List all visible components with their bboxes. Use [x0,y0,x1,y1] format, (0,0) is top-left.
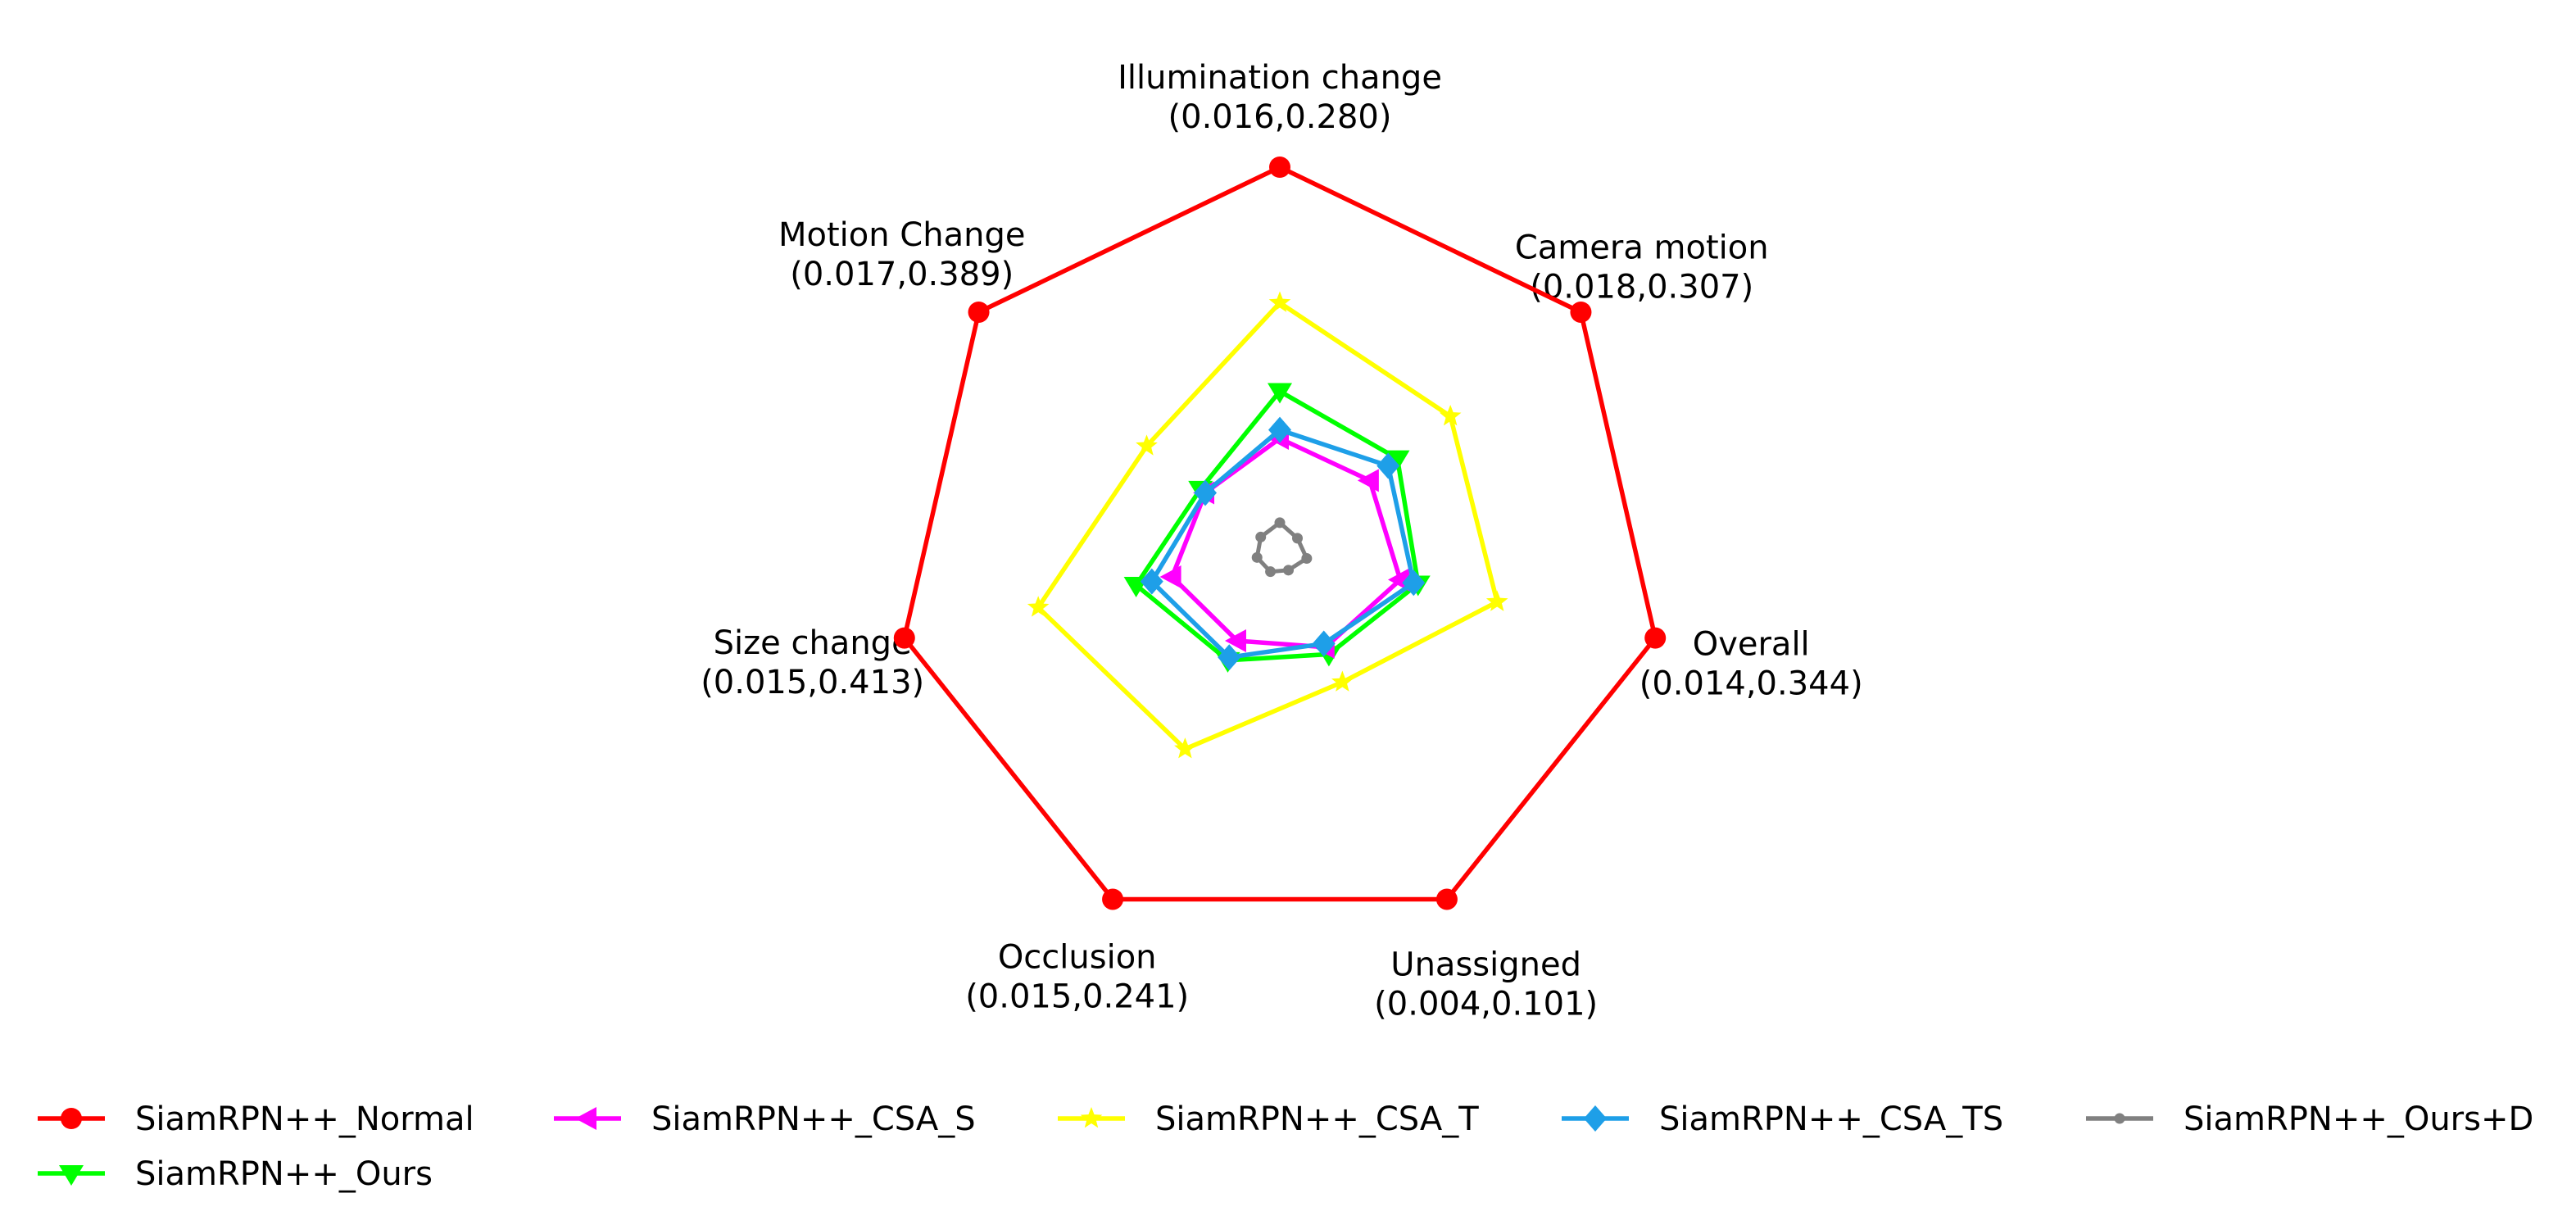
point-siamrpn-csa-t-unassigned [1331,670,1354,692]
point-siamrpn-csa-ts-motion-change [1194,479,1218,506]
series-line-siamrpn-ours-d [1254,519,1310,574]
point-siamrpn-ours-d-size-change [1251,551,1263,563]
point-siamrpn-ours-d-overall [1301,552,1313,564]
series-siamrpn-ours-d [1251,517,1313,578]
axis-label-illumination-change: Illumination change [1118,59,1442,97]
point-siamrpn-csa-ts-overall [1402,569,1426,597]
point-siamrpn-ours-camera-motion [1385,450,1410,471]
point-siamrpn-ours-d-occlusion [1265,566,1277,578]
legend-marker-siamrpn-normal [61,1108,82,1129]
legend-item-siamrpn-ours-d: SiamRPN++_Ours+D [2086,1100,2533,1138]
axis-label-camera-motion: Camera motion [1515,229,1769,267]
point-siamrpn-csa-ts-unassigned [1312,630,1336,657]
series-layer [893,157,1667,910]
axis-range-unassigned: (0.004,0.101) [1374,986,1598,1023]
point-siamrpn-normal-illumination-change [1269,157,1290,178]
axis-range-camera-motion: (0.018,0.307) [1530,269,1753,306]
point-siamrpn-ours-d-motion-change [1255,531,1267,542]
point-siamrpn-normal-motion-change [968,301,990,323]
series-line-siamrpn-ours [1132,388,1421,663]
axis-label-overall: Overall [1693,625,1810,663]
point-siamrpn-ours-d-unassigned [1283,565,1295,576]
point-siamrpn-csa-ts-size-change [1140,568,1163,595]
legend-item-siamrpn-csa-t: SiamRPN++_CSA_T [1058,1100,1479,1138]
legend-label-siamrpn-ours: SiamRPN++_Ours [135,1155,433,1193]
point-siamrpn-ours-illumination-change [1268,383,1292,404]
point-siamrpn-csa-t-motion-change [1136,434,1158,456]
series-line-siamrpn-csa-t [1035,299,1500,752]
axis-label-motion-change: Motion Change [778,216,1025,254]
point-siamrpn-csa-t-size-change [1027,596,1050,617]
axis-range-motion-change: (0.017,0.389) [790,256,1014,293]
legend-label-siamrpn-csa-s: SiamRPN++_CSA_S [651,1100,976,1138]
series-line-siamrpn-csa-s [1169,435,1404,650]
legend-marker-siamrpn-csa-t [1080,1107,1103,1128]
series-siamrpn-csa-ts [1140,416,1426,671]
legend-item-siamrpn-normal: SiamRPN++_Normal [38,1100,474,1138]
legend-item-siamrpn-csa-ts: SiamRPN++_CSA_TS [1562,1100,2003,1138]
axis-label-unassigned: Unassigned [1390,946,1581,984]
point-siamrpn-normal-camera-motion [1570,301,1592,323]
legend-marker-siamrpn-csa-s [575,1107,596,1130]
point-siamrpn-ours-d-illumination-change [1274,517,1286,529]
axis-range-size-change: (0.015,0.413) [701,664,924,701]
axis-range-illumination-change: (0.016,0.280) [1168,98,1392,136]
point-siamrpn-csa-t-overall [1485,590,1508,611]
point-siamrpn-normal-overall [1644,627,1667,649]
series-siamrpn-csa-t [1027,291,1508,759]
point-siamrpn-csa-s-camera-motion [1357,469,1379,492]
point-siamrpn-normal-unassigned [1435,888,1458,910]
axis-range-occlusion: (0.015,0.241) [965,978,1189,1016]
point-siamrpn-csa-s-occlusion [1224,629,1246,653]
point-siamrpn-csa-s-overall [1388,568,1410,592]
legend: SiamRPN++_Normal SiamRPN++_Ours SiamRPN++_… [38,1100,2533,1193]
series-siamrpn-normal [893,157,1667,910]
point-siamrpn-csa-ts-camera-motion [1376,452,1400,479]
series-line-siamrpn-normal [901,164,1658,902]
point-siamrpn-csa-ts-illumination-change [1268,416,1291,443]
axis-label-size-change: Size change [714,624,912,662]
axis-labels: Illumination change(0.016,0.280) Camera m… [701,59,1862,1023]
legend-label-siamrpn-ours-d: SiamRPN++_Ours+D [2184,1100,2533,1138]
point-siamrpn-normal-occlusion [1102,888,1124,910]
legend-marker-siamrpn-csa-ts [1584,1105,1607,1132]
point-siamrpn-csa-t-occlusion [1174,737,1196,759]
legend-item-siamrpn-csa-s: SiamRPN++_CSA_S [554,1100,976,1138]
axis-label-occlusion: Occlusion [998,939,1157,977]
point-siamrpn-csa-t-camera-motion [1439,404,1462,426]
legend-label-siamrpn-normal: SiamRPN++_Normal [135,1100,474,1138]
axis-range-overall: (0.014,0.344) [1639,665,1863,702]
point-siamrpn-ours-d-camera-motion [1292,533,1304,544]
point-siamrpn-csa-t-illumination-change [1268,291,1291,312]
point-siamrpn-normal-size-change [893,627,915,649]
legend-marker-siamrpn-ours-d [2114,1113,2125,1124]
legend-item-siamrpn-ours: SiamRPN++_Ours [38,1155,433,1193]
series-line-siamrpn-csa-ts [1149,427,1417,660]
legend-label-siamrpn-csa-ts: SiamRPN++_CSA_TS [1659,1100,2003,1138]
legend-marker-siamrpn-ours [59,1165,84,1186]
legend-label-siamrpn-csa-t: SiamRPN++_CSA_T [1155,1100,1479,1138]
point-siamrpn-csa-ts-occlusion [1218,644,1241,671]
point-siamrpn-csa-s-size-change [1159,565,1181,589]
